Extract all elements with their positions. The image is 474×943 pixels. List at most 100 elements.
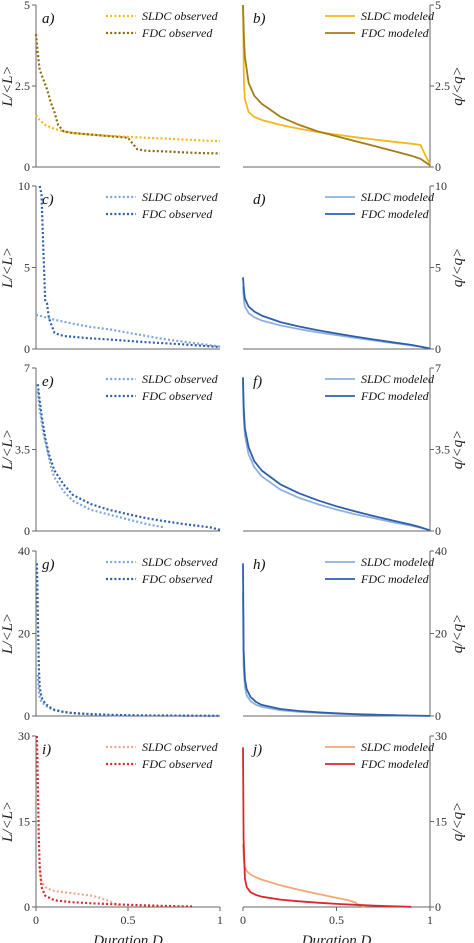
- y-tick-label: 0: [435, 900, 441, 914]
- y-tick-label: 40: [18, 544, 30, 558]
- y-tick-label: 30: [435, 729, 447, 743]
- y-tick-label: 7: [24, 361, 30, 375]
- y-tick-label: 5: [435, 0, 441, 12]
- panel-label: h): [253, 557, 266, 573]
- legend-label: SLDC observed: [142, 190, 219, 204]
- series-line-sldc: [242, 592, 431, 717]
- y-tick-label: 5: [24, 261, 30, 275]
- panel-f: 0 3.5 7 q/<q> f) SLDC modeled FDC modeled: [242, 361, 466, 538]
- x-axis-label: Duration D: [92, 933, 163, 943]
- panel-i: 0 15 30 0 0.5 1 Duration D L/<L> i) SLDC observed…: [0, 729, 223, 943]
- y-tick-label: 0: [435, 524, 441, 538]
- y-tick-label: 3.5: [15, 443, 30, 457]
- y-axis-label: q/<q>: [450, 430, 466, 469]
- legend-label: FDC modeled: [360, 757, 430, 771]
- y-tick-label: 20: [435, 627, 447, 641]
- panel-j: 0 15 30 0 0.5 1 Duration D q/<q> j) SLDC modeled F…: [240, 729, 466, 943]
- series-line-fdc: [35, 735, 193, 908]
- legend-label: FDC modeled: [360, 207, 430, 221]
- panel-label: i): [42, 742, 51, 758]
- panel-label: a): [42, 11, 55, 27]
- y-tick-label: 20: [18, 627, 30, 641]
- y-tick-label: 0: [435, 342, 441, 356]
- y-axis-label: L/<L>: [0, 65, 16, 107]
- panel-b: 0 2.5 5 q/<q> b) SLDC modeled FDC modeled: [242, 0, 466, 174]
- legend-label: FDC modeled: [360, 572, 430, 586]
- series-line-sldc: [35, 313, 221, 348]
- legend-label: FDC modeled: [360, 26, 430, 40]
- legend-label: SLDC modeled: [361, 740, 435, 754]
- panel-label: e): [42, 374, 54, 390]
- legend-label: SLDC observed: [142, 9, 219, 23]
- series-line-fdc: [242, 747, 412, 908]
- y-axis-label: L/<L>: [0, 801, 16, 843]
- legend-label: FDC modeled: [360, 389, 430, 403]
- y-tick-label: 7: [435, 361, 441, 375]
- x-axis-label: Duration D: [301, 933, 372, 943]
- y-tick-label: 30: [18, 729, 30, 743]
- y-tick-label: 40: [435, 544, 447, 558]
- panel-e: 0 3.5 7 L/<L> e) SLDC observed FDC observed: [0, 361, 221, 538]
- series-line-fdc: [36, 384, 221, 531]
- y-tick-label: 0: [24, 900, 30, 914]
- legend-label: FDC observed: [141, 389, 213, 403]
- legend-label: SLDC observed: [142, 372, 219, 386]
- panel-d: 0 5 10 q/<q> d) SLDC modeled FDC modeled: [242, 179, 466, 356]
- panel-label: j): [251, 742, 262, 758]
- y-tick-label: 0: [24, 524, 30, 538]
- y-tick-label: 0: [24, 342, 30, 356]
- legend-label: FDC observed: [141, 26, 213, 40]
- panel-label: c): [42, 192, 54, 208]
- y-axis-label: L/<L>: [0, 613, 16, 655]
- series-line-sldc: [242, 844, 365, 908]
- y-axis-label: L/<L>: [0, 429, 16, 471]
- series-line-sldc: [242, 287, 431, 350]
- y-tick-label: 0: [24, 709, 30, 723]
- panel-label: f): [253, 374, 262, 390]
- y-tick-label: 3.5: [435, 443, 450, 457]
- series-line-fdc: [242, 563, 431, 717]
- legend-label: FDC observed: [141, 207, 213, 221]
- legend-label: SLDC modeled: [361, 190, 435, 204]
- y-tick-label: 2.5: [15, 79, 30, 93]
- y-axis-label: q/<q>: [450, 248, 466, 287]
- legend-label: SLDC observed: [142, 740, 219, 754]
- y-tick-label: 15: [18, 815, 30, 829]
- y-tick-label: 0: [435, 160, 441, 174]
- panel-label: b): [253, 11, 266, 27]
- panel-label: g): [42, 557, 55, 573]
- panel-g: 0 20 40 L/<L> g) SLDC observed FDC observed: [0, 544, 221, 723]
- y-axis-label: q/<q>: [450, 66, 466, 105]
- legend-label: SLDC observed: [142, 555, 219, 569]
- series-line-sldc: [38, 866, 120, 907]
- x-tick-label: 1: [427, 913, 433, 927]
- series-line-sldc: [36, 674, 129, 717]
- series-line-fdc: [242, 377, 431, 532]
- panel-c: 0 5 10 L/<L> c) SLDC observed FDC observed: [0, 179, 221, 356]
- series-line-fdc: [35, 563, 221, 717]
- x-tick-label: 1: [217, 913, 223, 927]
- legend-label: SLDC modeled: [361, 555, 435, 569]
- y-axis-label: L/<L>: [0, 247, 16, 289]
- panel-label: d): [253, 192, 266, 208]
- series-line-fdc: [242, 277, 431, 350]
- series-line-sldc: [35, 114, 221, 143]
- legend-label: FDC observed: [141, 757, 213, 771]
- x-tick-label: 0: [240, 913, 246, 927]
- y-tick-label: 5: [435, 261, 441, 275]
- y-tick-label: 2.5: [435, 79, 450, 93]
- legend-label: SLDC modeled: [361, 9, 435, 23]
- panel-a: 0 2.5 5 L/<L> a) SLDC observed FDC observed: [0, 0, 221, 174]
- x-tick-label: 0: [33, 913, 39, 927]
- series-line-fdc: [34, 34, 221, 155]
- y-axis-label: q/<q>: [450, 802, 466, 841]
- y-tick-label: 0: [435, 709, 441, 723]
- series-line-fdc: [38, 185, 221, 349]
- x-tick-label: 0.5: [329, 913, 344, 927]
- legend-label: SLDC modeled: [361, 372, 435, 386]
- legend-label: FDC observed: [141, 572, 213, 586]
- y-axis-label: q/<q>: [450, 614, 466, 653]
- y-tick-label: 10: [435, 179, 447, 193]
- series-line-fdc: [242, 4, 431, 167]
